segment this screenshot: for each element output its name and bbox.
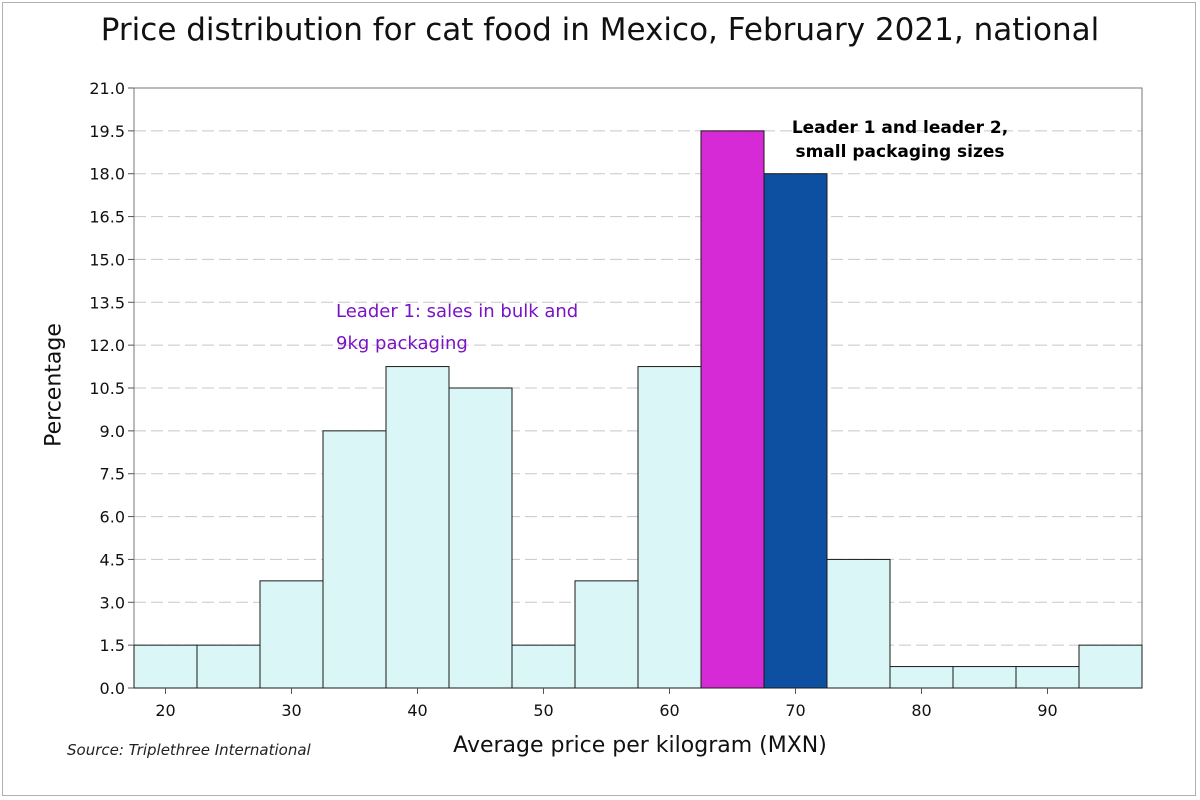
annotation-line: small packaging sizes	[795, 142, 1005, 162]
source-note: Source: Triplethree International	[67, 741, 311, 759]
histogram-bar	[322, 430, 387, 689]
annotation-line: Leader 1: sales in bulk and	[336, 301, 579, 322]
annotation-leaders-small: Leader 1 and leader 2, small packaging s…	[700, 116, 1100, 164]
y-tick-label: 13.5	[89, 293, 125, 312]
histogram-bar	[448, 387, 513, 689]
y-axis: 0.0 1.5 3.0 4.5 6.0 7.5 9.0 10.5 12.0 13.5 15.0 16.…	[89, 79, 134, 698]
x-tick-label: 40	[407, 701, 427, 720]
x-tick-label: 70	[785, 701, 805, 720]
histogram-bar	[637, 366, 702, 689]
y-tick-label: 10.5	[89, 379, 125, 398]
x-tick-label: 90	[1037, 701, 1057, 720]
y-tick-label: 19.5	[89, 122, 125, 141]
annotation-leader1-bulk: Leader 1: sales in bulk and 9kg packagin…	[336, 296, 656, 360]
y-tick-label: 9.0	[100, 422, 125, 441]
x-tick-label: 50	[533, 701, 553, 720]
y-tick-label: 21.0	[89, 79, 125, 98]
y-tick-label: 18.0	[89, 165, 125, 184]
histogram-bar	[889, 666, 954, 689]
y-tick-label: 6.0	[100, 508, 125, 527]
y-tick-label: 4.5	[100, 550, 125, 569]
histogram-bar	[196, 644, 261, 689]
y-tick-label: 16.5	[89, 208, 125, 227]
y-tick-label: 15.0	[89, 250, 125, 269]
x-axis: 20 30 40 50 60 70 80 90	[155, 688, 1058, 720]
histogram-bar	[133, 644, 198, 689]
annotation-line: 9kg packaging	[336, 333, 468, 354]
histogram-bar	[1078, 644, 1143, 689]
histogram-bar	[952, 666, 1017, 689]
histogram-bar	[763, 173, 828, 689]
y-axis-label: Percentage	[41, 323, 67, 447]
chart-title: Price distribution for cat food in Mexic…	[100, 12, 1100, 48]
histogram-bar	[259, 580, 324, 689]
histogram-bar	[385, 366, 450, 689]
histogram-bar	[574, 580, 639, 689]
y-tick-label: 3.0	[100, 593, 125, 612]
histogram-bar	[826, 558, 891, 689]
histogram-bar	[511, 644, 576, 689]
y-tick-label: 7.5	[100, 465, 125, 484]
x-tick-label: 30	[281, 701, 301, 720]
histogram-bar	[700, 130, 765, 689]
annotation-line: Leader 1 and leader 2,	[791, 118, 1009, 138]
y-tick-label: 0.0	[100, 679, 125, 698]
x-tick-label: 80	[911, 701, 931, 720]
y-tick-label: 1.5	[100, 636, 125, 655]
x-tick-label: 60	[659, 701, 679, 720]
x-axis-label: Average price per kilogram (MXN)	[453, 733, 827, 758]
y-tick-label: 12.0	[89, 336, 125, 355]
x-tick-label: 20	[155, 701, 175, 720]
bars	[133, 130, 1143, 689]
histogram-bar	[1015, 666, 1080, 689]
